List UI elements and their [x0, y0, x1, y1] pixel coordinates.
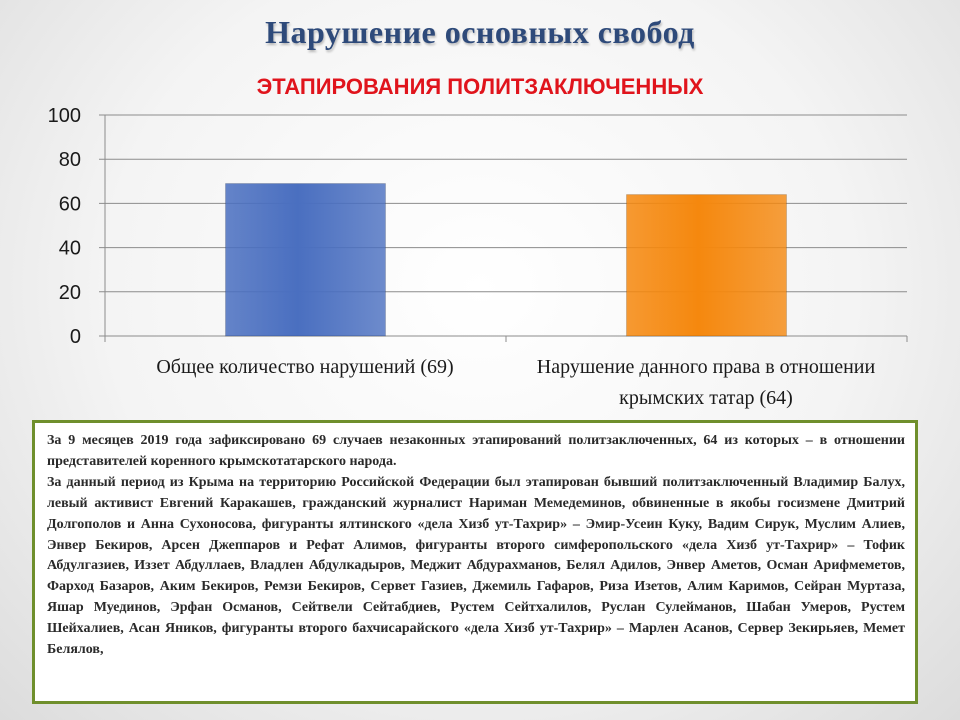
- y-tick-label: 80: [59, 149, 81, 171]
- y-tick-label: 0: [70, 326, 81, 348]
- note-paragraph-details: За данный период из Крыма на территорию …: [47, 474, 905, 658]
- chart-subtitle: ЭТАПИРОВАНИЯ ПОЛИТЗАКЛЮЧЕННЫХ: [256, 74, 704, 99]
- category-label-total: Общее количество нарушений (69): [156, 356, 454, 378]
- bar-1: [626, 194, 787, 337]
- y-tick-label: 20: [59, 282, 81, 304]
- bar-chart: 0 20 40 60 80 100: [48, 105, 908, 348]
- category-label-crimean-tatars: Нарушение данного права в отношении крым…: [536, 356, 876, 409]
- chart-title: Нарушение основных свобод: [265, 14, 695, 50]
- y-axis-tick-labels: 0 20 40 60 80 100: [48, 105, 81, 348]
- y-tick-label: 100: [48, 105, 81, 127]
- note-paragraph-summary: За 9 месяцев 2019 года зафиксировано 69 …: [47, 433, 905, 469]
- y-tick-label: 40: [59, 238, 81, 260]
- info-text-box: За 9 месяцев 2019 года зафиксировано 69 …: [32, 420, 918, 704]
- y-tick-label: 60: [59, 193, 81, 215]
- bar-0: [225, 183, 386, 337]
- bars: [225, 183, 787, 337]
